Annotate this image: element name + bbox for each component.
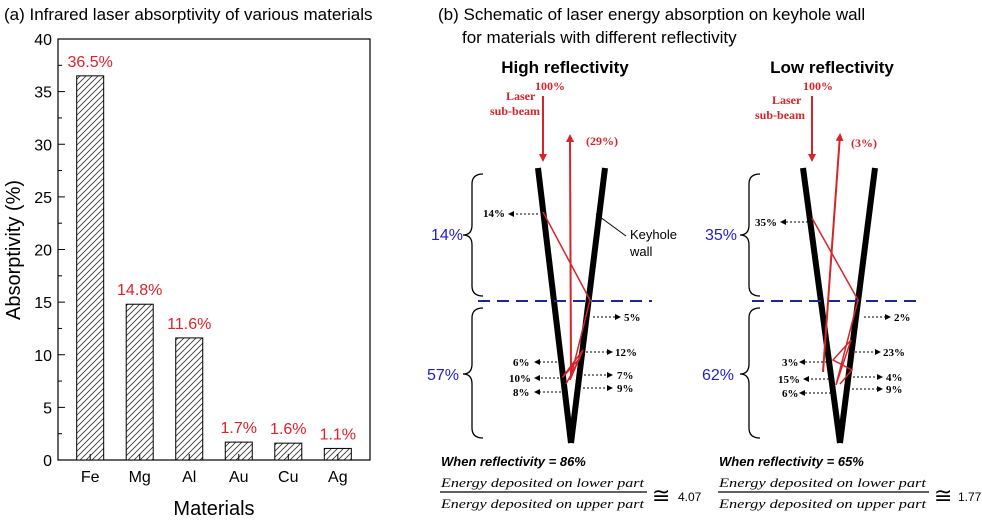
ratio-value: 4.07 [678,490,702,504]
x-tick-label: Fe [81,469,100,486]
bar-al [175,337,204,461]
upper-total: 14% [431,227,463,244]
x-tick-label: Au [229,469,249,486]
x-tick-label: Al [182,469,196,486]
x-tick-label: Mg [129,469,151,486]
keyhole-pointer [595,213,627,237]
y-tick-label: 0 [43,453,52,470]
fraction-numerator: Energy deposited on lower part [440,475,645,490]
x-tick-label: Ag [328,469,348,486]
lower-right-value-4: 9% [886,384,903,396]
lower-right-value-2: 12% [615,347,637,359]
y-tick-label: 10 [34,348,52,365]
bar-data-label: 11.6% [167,316,211,333]
x-axis-label: Materials [173,498,254,520]
laser-reflection-path [542,211,591,385]
beam-label-laser: Laser [506,89,536,103]
beam-label-subbeam: sub-beam [490,104,540,118]
keyhole-wall-right [837,167,878,444]
y-axis: 0 5 10 15 20 25 30 35 40 [34,32,65,470]
laser-reflected-beam [566,134,575,376]
approx-symbol: ≅ [934,483,952,508]
y-axis-label: Absorptivity (%) [3,180,25,320]
y-tick-label: 5 [43,400,52,417]
bar-data-label: 1.1% [320,426,356,443]
incident-percent: 100% [535,79,565,93]
lower-total: 57% [427,367,459,384]
reflectivity-caption: When reflectivity = 65% [719,454,864,469]
case-low-reflectivity: Low reflectivity Laser sub-beam 100% (3%… [702,58,982,511]
panel-b-title-line1: (b) Schematic of laser energy absorption… [438,5,865,24]
keyhole-wall-left [535,167,574,444]
y-tick-label: 40 [34,32,52,49]
lower-right-value-2: 23% [883,347,905,359]
upper-brace [462,173,484,297]
lower-left-value-3: 8% [513,387,530,399]
bar-data-label: 1.7% [221,420,257,437]
laser-reflected-beam [822,133,844,373]
y-tick-label: 35 [34,85,52,102]
y-tick-label: 30 [34,137,52,154]
lower-brace [462,307,484,439]
panel-a-title: (a) Infrared laser absorptivity of vario… [4,5,372,24]
bars: 36.5% 14.8% 11.6% 1.7% 1.6% 1.1% [68,54,356,461]
lower-left-value-2: 15% [778,374,800,386]
bar-data-label: 36.5% [68,54,113,71]
lower-left-value-3: 6% [782,388,799,400]
fraction-denominator: Energy deposited on upper part [440,496,645,511]
lower-right-value-1: 5% [624,312,641,324]
panel-a: (a) Infrared laser absorptivity of vario… [3,5,372,520]
lower-left-value-1: 3% [782,357,799,369]
beam-label-subbeam: sub-beam [755,108,805,122]
panel-b-title-line2: for materials with different reflectivit… [462,28,737,47]
lower-brace [739,307,761,439]
bar-mg [125,303,154,461]
beam-label-laser: Laser [772,93,802,107]
y-tick-label: 15 [34,295,52,312]
y-tick-label: 20 [34,243,52,260]
keyhole-label: Keyhole [630,227,677,242]
case-heading: Low reflectivity [770,58,894,77]
lower-right-value-1: 2% [894,312,911,324]
reflected-percent: (3%) [851,136,877,150]
upper-total: 35% [705,227,737,244]
panel-b: (b) Schematic of laser energy absorption… [427,5,982,511]
laser-reflection-path [811,217,859,386]
bar-data-label: 1.6% [270,421,306,438]
incident-percent: 100% [803,79,833,93]
ratio-value: 1.77 [958,490,982,504]
lower-left-value-1: 6% [513,357,530,369]
reflected-percent: (29%) [586,134,618,148]
plot-frame [57,38,371,461]
lower-right-value-3: 7% [617,370,634,382]
reflectivity-caption: When reflectivity = 86% [441,454,586,469]
lower-total: 62% [702,367,734,384]
keyhole-wall-left [800,167,843,444]
approx-symbol: ≅ [652,483,670,508]
lower-right-value-3: 4% [886,372,903,384]
keyhole-label-wall: wall [629,244,653,259]
upper-absorption: 14% [483,208,505,220]
y-tick-label: 25 [34,190,52,207]
bar-data-label: 14.8% [117,282,162,299]
fraction-denominator: Energy deposited on upper part [718,496,927,511]
x-axis: Fe Mg Al Au Cu Ag [81,454,348,486]
upper-brace [739,173,761,297]
x-tick-label: Cu [278,469,298,486]
lower-left-value-2: 10% [509,373,531,385]
upper-absorption: 35% [755,217,777,229]
lower-right-value-4: 9% [617,383,634,395]
bar-fe [76,75,105,461]
case-heading: High reflectivity [501,58,629,77]
case-high-reflectivity: High reflectivity Laser sub-beam 100% (2… [427,58,702,511]
fraction-numerator: Energy deposited on lower part [718,475,927,490]
